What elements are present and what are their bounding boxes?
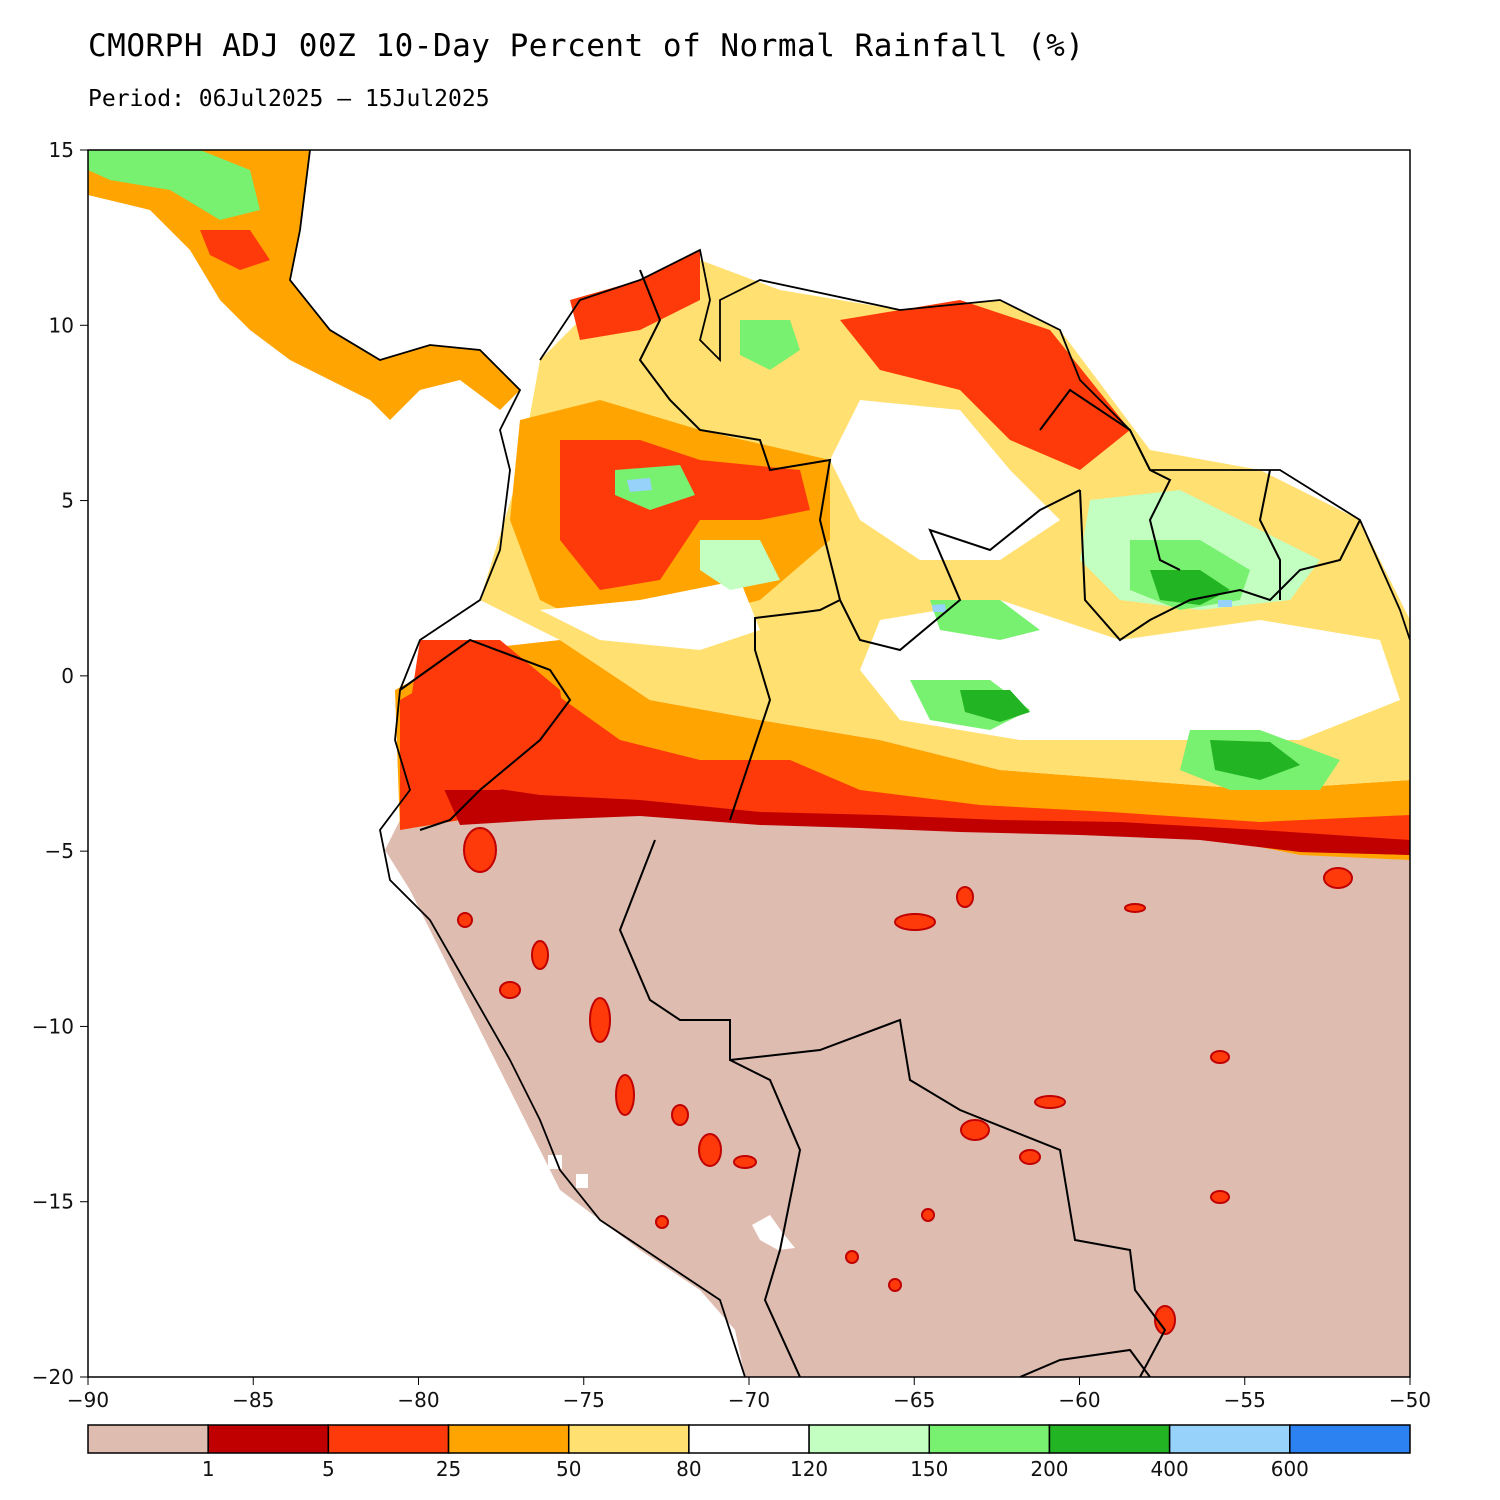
legend-swatch <box>688 1424 810 1454</box>
country-borders <box>399 269 1361 1377</box>
x-tick-label: −55 <box>1224 1388 1266 1412</box>
y-tick-label: −10 <box>32 1014 74 1038</box>
y-tick-label: 0 <box>61 664 74 688</box>
legend-swatch <box>207 1424 330 1454</box>
x-tick-label: −75 <box>563 1388 605 1412</box>
x-tick-label: −85 <box>232 1388 274 1412</box>
legend-label: 400 <box>1151 1457 1189 1481</box>
legend-swatch <box>327 1424 450 1454</box>
x-tick-label: −65 <box>893 1388 935 1412</box>
dry-region-spots <box>457 827 1353 1335</box>
central-america-wet <box>88 150 260 220</box>
legend-swatch <box>928 1424 1051 1454</box>
legend-label: 25 <box>436 1457 461 1481</box>
deficit-patch-venezuela <box>840 300 1130 470</box>
central-america-fill <box>88 150 520 420</box>
deficit-patch-coast <box>570 250 700 340</box>
x-tick-label: −90 <box>67 1388 109 1412</box>
x-axis: −90 −85 −80 −75 −70 −65 −60 −55 −50 <box>67 1377 1431 1412</box>
normal-area-1 <box>830 400 1060 560</box>
wet-area-5 <box>615 465 695 510</box>
y-tick-label: 5 <box>61 489 74 513</box>
dry-region <box>385 808 1410 1377</box>
legend-label: 1 <box>202 1457 215 1481</box>
color-legend: 1 5 25 50 80 120 150 200 400 600 <box>87 1424 1411 1481</box>
legend-label: 600 <box>1271 1457 1309 1481</box>
wet-area-strong-4 <box>1210 740 1300 780</box>
central-america-red <box>200 230 270 270</box>
x-tick-label: −60 <box>1058 1388 1100 1412</box>
wet-area-light-2 <box>700 540 780 590</box>
wet-area-6 <box>740 320 800 370</box>
legend-label: 50 <box>556 1457 581 1481</box>
coastline <box>289 150 1410 1377</box>
y-tick-label: −15 <box>32 1190 74 1214</box>
nodata-patch-lake <box>752 1215 795 1250</box>
deficit-band-darkred <box>440 780 1410 855</box>
y-tick-label: 10 <box>49 313 74 337</box>
map-title: CMORPH ADJ 00Z 10-Day Percent of Normal … <box>88 28 1085 64</box>
legend-label: 5 <box>322 1457 335 1481</box>
very-wet-spot-3 <box>1218 600 1232 607</box>
very-wet-spot-1 <box>627 478 652 492</box>
legend-label: 120 <box>790 1457 828 1481</box>
legend-swatch <box>1289 1424 1411 1454</box>
x-tick-label: −70 <box>728 1388 770 1412</box>
y-tick-label: −20 <box>32 1365 74 1389</box>
normal-area-3 <box>540 580 760 650</box>
nodata-patch-2 <box>576 1174 588 1188</box>
x-tick-label: −80 <box>397 1388 439 1412</box>
deficit-patch-ecuador <box>405 640 570 790</box>
map-subtitle: Period: 06Jul2025 – 15Jul2025 <box>88 86 490 112</box>
legend-label: 80 <box>676 1457 701 1481</box>
y-tick-label: 15 <box>49 138 74 162</box>
legend-swatch <box>1168 1424 1291 1454</box>
legend-swatch <box>567 1424 690 1454</box>
wet-area-strong-2 <box>960 690 1030 722</box>
legend-label: 200 <box>1030 1457 1068 1481</box>
legend-swatch <box>87 1424 209 1454</box>
wet-area-3 <box>930 600 1040 640</box>
y-axis: 15 10 5 0 −5 −10 −15 −20 <box>32 138 88 1389</box>
legend-swatch <box>808 1424 931 1454</box>
legend-label: 150 <box>910 1457 948 1481</box>
map-fill-layer <box>88 150 1410 1377</box>
x-tick-label: −50 <box>1389 1388 1431 1412</box>
very-wet-spot-2 <box>932 604 946 612</box>
legend-swatch <box>447 1424 570 1454</box>
legend-swatch <box>1048 1424 1171 1454</box>
y-tick-label: −5 <box>45 839 74 863</box>
